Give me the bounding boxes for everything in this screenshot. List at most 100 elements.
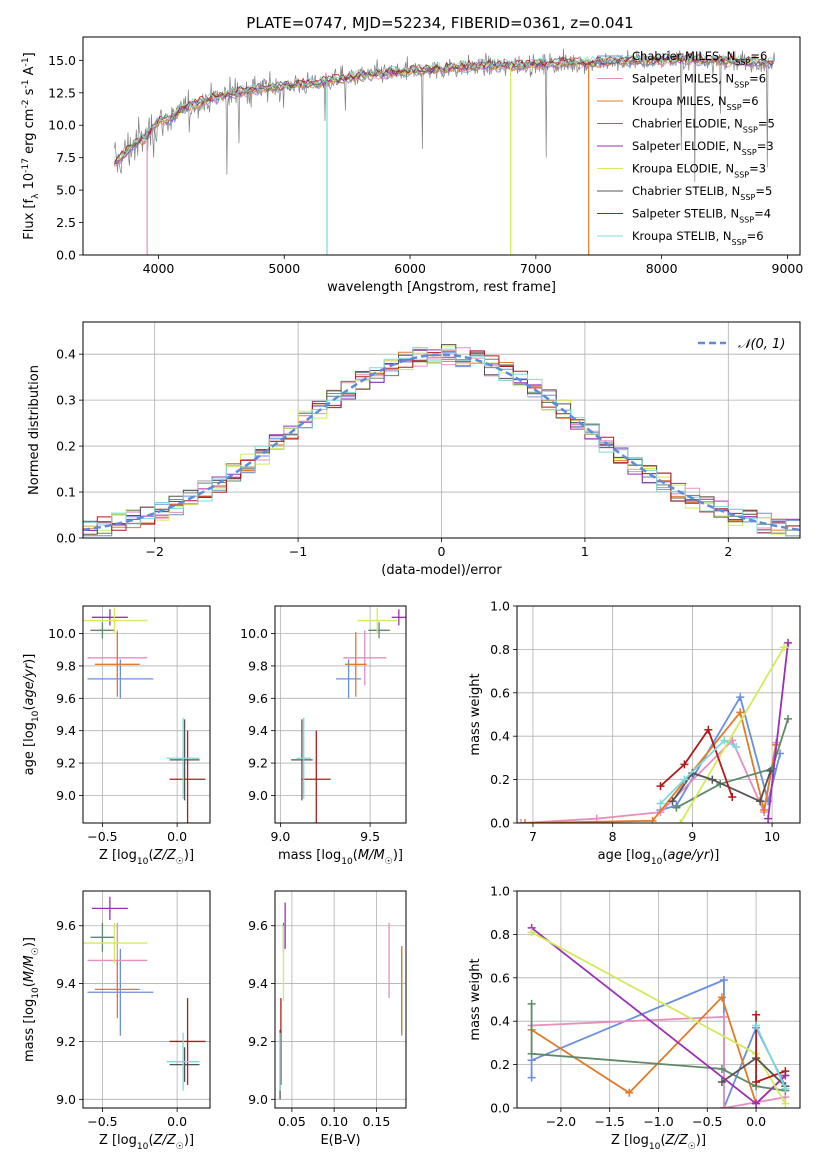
plot-area [83,607,206,823]
y-tick-label: 9.4 [248,976,268,991]
data-point-marker [708,775,717,784]
y-tick-label: 9.2 [248,756,268,771]
chart-age_vs_mass: 9.0 9.5 9.0 9.2 9.4 9.6 9.8 10.0 mass [log10(M/M… [240,605,407,867]
x-tick-label: 8 [609,829,617,844]
x-tick-label: 1 [581,544,589,559]
data-point-marker [781,1067,790,1076]
x-tick-label: 0.0 [746,1114,766,1129]
x-tick-label: 9000 [772,261,804,276]
data-point-marker [680,775,689,784]
x-tick-label: 0.0 [167,829,187,844]
y-tick-label: 0.2 [490,1057,510,1072]
x-axis-label: age [log10(age/yr)] [598,848,720,867]
data-point-marker [527,1049,536,1058]
y-axis-label: mass weight [468,958,483,1040]
data-point-marker [680,760,689,769]
y-tick-label: 0.8 [490,927,510,942]
y-tick-label: 0.0 [490,816,510,831]
y-axis-label: mass weight [468,673,483,755]
axes-frame [82,36,801,256]
y-tick-label: 12.5 [48,85,76,100]
data-point-marker [720,736,729,745]
data-point-marker [672,803,681,812]
data-point-marker [527,1073,536,1082]
data-point-marker [719,975,728,984]
legend-label: Kroupa STELIB, NSSP=6 [632,229,764,247]
legend-label: Chabrier ELODIE, NSSP=5 [632,117,775,135]
y-tick-label: 9.4 [56,723,76,738]
y-tick-label: 5.0 [56,183,76,198]
y-tick-label: 0.6 [490,685,510,700]
chart-residuals: −2 −1 0 1 2 0.0 0.1 0.2 0.3 0.4 (data-model)/error… [27,321,801,578]
data-point-marker [656,799,665,808]
data-point-marker [752,1021,761,1030]
data-point-marker [756,797,765,806]
plot-area [517,638,793,823]
plot-area [279,902,403,1100]
x-axis-label: Z [log10(Z/Z☉)] [99,1133,194,1152]
legend-label: Chabrier STELIB, NSSP=5 [632,184,772,202]
x-axis-label: Z [log10(Z/Z☉)] [99,848,194,867]
y-tick-label: 0.8 [490,642,510,657]
data-point-marker [625,1088,634,1097]
data-point-marker [717,1077,726,1086]
series-line [520,738,777,823]
chart-mass_vs_Z: −0.5 0.0 9.0 9.2 9.4 9.6 Z [log10(Z/Z☉)] mass [… [22,890,211,1152]
data-point-marker [752,1010,761,1019]
chart-mass_weight_vs_Z: −2.0 −1.5 −1.0 −0.5 0.0 0.0 0.2 0.4 0.6 0.8 1.0 Z [… [468,884,801,1152]
x-tick-label: −0.5 [87,1114,117,1129]
legend-label: 𝒩(0, 1) [738,337,785,352]
data-point-marker [732,743,741,752]
x-tick-label: −1.5 [595,1114,625,1129]
data-point-marker [752,1099,761,1108]
data-point-marker [676,819,685,823]
data-point-marker [780,643,789,652]
y-tick-label: 0.4 [56,347,76,362]
y-tick-label: 9.0 [56,788,76,803]
y-tick-label: 7.5 [56,150,76,165]
plot-area [527,923,790,1108]
data-point-marker [736,693,745,702]
x-axis-label: Z [log10(Z/Z☉)] [611,1133,706,1152]
y-tick-label: 10.0 [48,626,76,641]
y-tick-label: 10.0 [48,118,76,133]
x-tick-label: 7000 [520,261,552,276]
normal-curve [83,353,800,532]
y-axis-label: age [log10(age/yr)] [22,654,41,776]
data-point-marker [520,819,529,823]
series-line [767,642,789,819]
data-point-marker [704,725,713,734]
x-tick-label: 6000 [394,261,426,276]
y-tick-label: 9.2 [248,1034,268,1049]
axes-frame [274,890,407,1109]
model-line [114,53,774,159]
x-axis-label: wavelength [Angstrom, rest frame] [327,280,556,295]
x-tick-label: 0.0 [167,1114,187,1129]
y-tick-label: 9.2 [56,1034,76,1049]
data-point-marker [781,1099,790,1108]
data-point-marker [766,766,775,775]
x-tick-label: 2 [724,544,732,559]
y-tick-label: 9.0 [56,1092,76,1107]
x-tick-label: 5000 [268,261,300,276]
plot-area [83,896,206,1091]
series-line [679,646,785,823]
x-tick-label: 0 [438,544,446,559]
y-tick-label: 0.4 [490,1014,510,1029]
y-tick-label: 9.4 [248,723,268,738]
y-tick-label: 0.1 [56,485,76,500]
y-tick-label: 9.6 [248,691,268,706]
x-axis-label: mass [log10(M/M☉)] [278,848,403,867]
y-tick-label: 10.0 [240,626,268,641]
y-axis-label: Normed distribution [27,365,42,495]
y-tick-label: 0.4 [490,729,510,744]
x-tick-label: 8000 [646,261,678,276]
data-point-marker [656,782,665,791]
y-axis-label: Flux [fλ 10-17 erg cm-2 s-1 A-1] [21,52,41,239]
y-tick-label: 9.2 [56,756,76,771]
data-point-marker [784,638,793,647]
y-tick-label: 0.3 [56,393,76,408]
series-line [659,727,734,798]
data-point-marker [717,993,726,1002]
